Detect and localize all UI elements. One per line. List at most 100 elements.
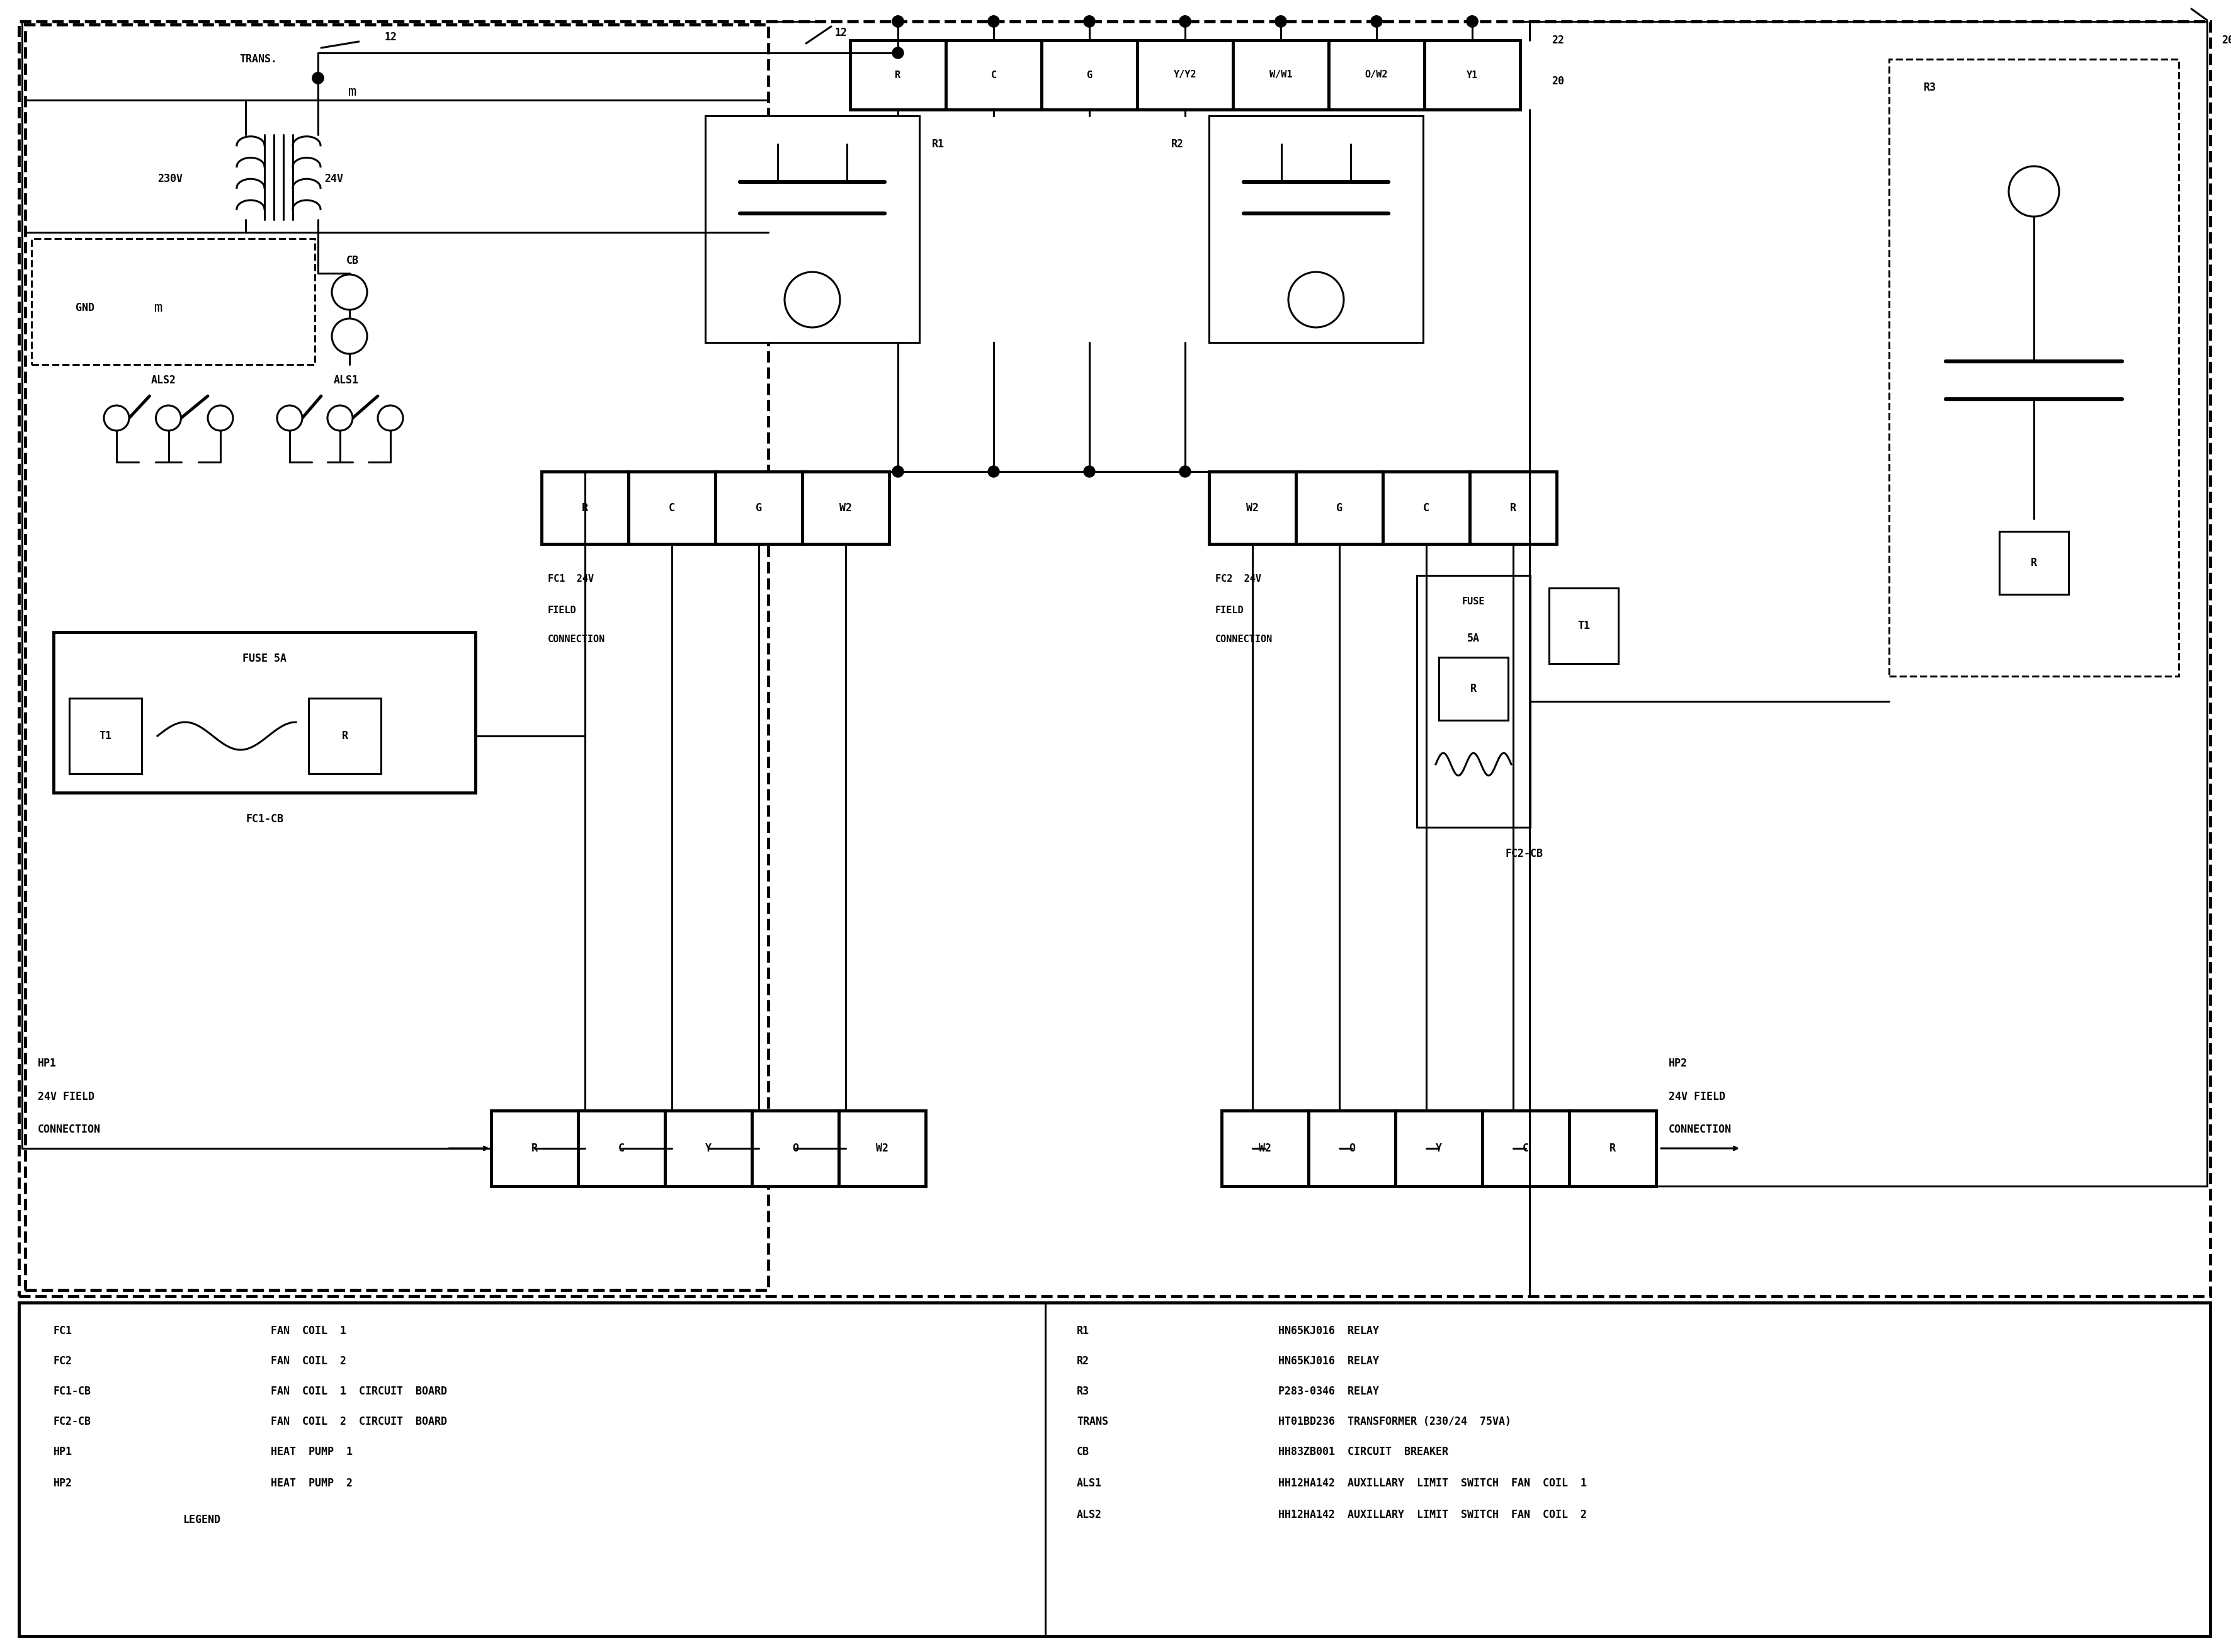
Circle shape — [328, 405, 352, 431]
Circle shape — [277, 405, 301, 431]
Text: HT01BD236  TRANSFORMER (230/24  75VA): HT01BD236 TRANSFORMER (230/24 75VA) — [1278, 1416, 1510, 1427]
Text: Y1: Y1 — [1466, 69, 1477, 79]
Bar — [803, 471, 890, 544]
Text: 20: 20 — [2222, 35, 2231, 46]
Text: C: C — [991, 69, 997, 79]
Text: HN65KJ016  RELAY: HN65KJ016 RELAY — [1278, 1356, 1379, 1366]
Bar — [1310, 1110, 1394, 1186]
Circle shape — [1276, 17, 1287, 26]
Bar — [946, 40, 1042, 109]
Text: HEAT  PUMP  1: HEAT PUMP 1 — [270, 1445, 352, 1457]
Text: 12: 12 — [834, 26, 848, 38]
Text: W/W1: W/W1 — [1269, 69, 1292, 79]
Text: FC2  24V: FC2 24V — [1216, 573, 1261, 583]
Text: R1: R1 — [933, 139, 944, 150]
Text: R2: R2 — [1078, 1356, 1089, 1366]
Text: C: C — [618, 1143, 625, 1155]
Circle shape — [332, 274, 368, 311]
Bar — [705, 116, 919, 342]
Text: CB: CB — [1078, 1445, 1089, 1457]
Text: CONNECTION: CONNECTION — [1669, 1123, 1731, 1135]
Text: T1: T1 — [1577, 620, 1591, 631]
Bar — [69, 699, 143, 773]
Text: C: C — [1423, 502, 1430, 514]
Text: R: R — [2030, 557, 2037, 568]
Text: HP1: HP1 — [54, 1445, 71, 1457]
Text: FC1-CB: FC1-CB — [245, 813, 283, 824]
Circle shape — [988, 17, 999, 26]
Bar — [850, 40, 946, 109]
Circle shape — [1084, 17, 1095, 26]
Text: TRANS.: TRANS. — [239, 53, 277, 64]
Text: T1: T1 — [98, 730, 112, 742]
Bar — [1417, 575, 1530, 828]
Bar — [1209, 471, 1296, 544]
Bar — [25, 25, 767, 1290]
Circle shape — [1180, 466, 1191, 477]
Text: CONNECTION: CONNECTION — [38, 1123, 100, 1135]
Text: W2: W2 — [1247, 502, 1258, 514]
Text: FAN  COIL  1: FAN COIL 1 — [270, 1325, 346, 1336]
Text: FC1  24V: FC1 24V — [549, 573, 593, 583]
Text: 22: 22 — [1551, 35, 1564, 46]
Circle shape — [988, 466, 999, 477]
Text: 5A: 5A — [1468, 633, 1479, 644]
Text: G: G — [1086, 69, 1093, 79]
Bar — [1234, 40, 1330, 109]
Bar — [839, 1110, 926, 1186]
Text: R: R — [1470, 682, 1477, 694]
Text: LEGEND: LEGEND — [183, 1515, 221, 1525]
Circle shape — [2008, 167, 2059, 216]
Bar — [1439, 657, 1508, 720]
Text: R: R — [341, 730, 348, 742]
Text: R: R — [1609, 1143, 1615, 1155]
Text: G: G — [1336, 502, 1343, 514]
Bar — [752, 1110, 839, 1186]
Bar — [1568, 1110, 1655, 1186]
Text: W2: W2 — [839, 502, 852, 514]
Circle shape — [312, 73, 323, 84]
Text: FC2: FC2 — [54, 1356, 71, 1366]
Text: HP1: HP1 — [38, 1057, 56, 1069]
Text: W2: W2 — [1258, 1143, 1272, 1155]
Circle shape — [312, 73, 323, 84]
Circle shape — [988, 17, 999, 26]
Bar — [578, 1110, 665, 1186]
Text: TRANS: TRANS — [1078, 1416, 1109, 1427]
Bar — [1999, 532, 2068, 595]
Text: 24V FIELD: 24V FIELD — [1669, 1090, 1725, 1102]
Text: HP2: HP2 — [1669, 1057, 1687, 1069]
Text: FAN  COIL  2  CIRCUIT  BOARD: FAN COIL 2 CIRCUIT BOARD — [270, 1416, 446, 1427]
Text: FIELD: FIELD — [1216, 605, 1245, 615]
Bar — [1296, 471, 1383, 544]
Circle shape — [785, 273, 841, 327]
Bar — [1481, 1110, 1568, 1186]
Circle shape — [1466, 17, 1477, 26]
Circle shape — [1180, 17, 1191, 26]
Bar — [31, 238, 315, 365]
Text: ALS2: ALS2 — [152, 375, 176, 387]
Text: FC1: FC1 — [54, 1325, 71, 1336]
Circle shape — [1466, 17, 1477, 26]
Bar — [542, 471, 629, 544]
Bar — [1383, 471, 1470, 544]
Text: CB: CB — [346, 254, 359, 266]
Text: HH12HA142  AUXILLARY  LIMIT  SWITCH  FAN  COIL  1: HH12HA142 AUXILLARY LIMIT SWITCH FAN COI… — [1278, 1477, 1586, 1488]
Text: HN65KJ016  RELAY: HN65KJ016 RELAY — [1278, 1325, 1379, 1336]
Bar — [716, 471, 803, 544]
Bar — [1138, 40, 1234, 109]
Bar — [1470, 471, 1557, 544]
Text: HP2: HP2 — [54, 1477, 71, 1488]
Text: W2: W2 — [877, 1143, 888, 1155]
Text: FUSE: FUSE — [1461, 596, 1486, 606]
Bar — [1042, 40, 1138, 109]
Text: Y: Y — [705, 1143, 712, 1155]
Text: R2: R2 — [1171, 139, 1185, 150]
Text: Y: Y — [1437, 1143, 1441, 1155]
Bar — [491, 1110, 578, 1186]
Bar — [1394, 1110, 1481, 1186]
Circle shape — [1370, 17, 1383, 26]
Text: GND: GND — [76, 302, 94, 314]
Text: FC2-CB: FC2-CB — [1506, 847, 1544, 859]
Text: FUSE 5A: FUSE 5A — [243, 653, 286, 664]
